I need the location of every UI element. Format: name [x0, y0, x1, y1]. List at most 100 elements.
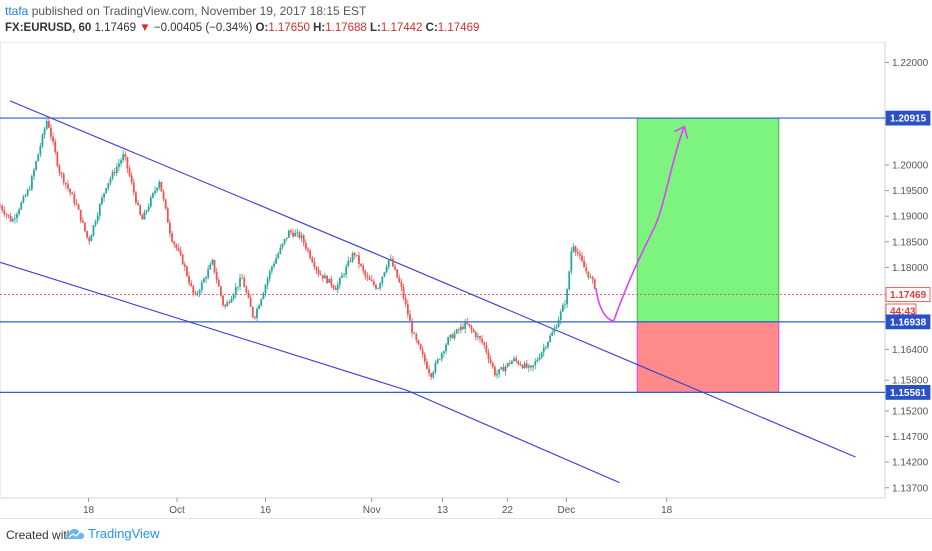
- candle-body: [169, 222, 171, 234]
- candle-body: [570, 251, 573, 272]
- candle-body: [3, 210, 6, 215]
- projection-arrow: [595, 126, 686, 323]
- candle-body: [177, 248, 180, 251]
- candle-body: [379, 283, 382, 289]
- candle-body: [122, 154, 125, 161]
- candle-body: [98, 204, 101, 216]
- candle-body: [436, 359, 439, 364]
- candle-body: [166, 208, 169, 223]
- candle-body: [481, 338, 484, 343]
- candle-body: [317, 269, 320, 275]
- candle-body: [445, 344, 447, 352]
- candle-body: [343, 274, 345, 276]
- candle-body: [398, 277, 401, 283]
- candle-body: [530, 365, 532, 368]
- y-tick-label: 1.19500: [892, 186, 929, 197]
- candle-body: [483, 342, 486, 346]
- candle-body: [60, 172, 63, 174]
- channel-line: [0, 261, 620, 484]
- candle-body: [164, 199, 167, 209]
- candle-body: [107, 182, 110, 189]
- candle-body: [500, 367, 503, 370]
- candle-body: [16, 213, 18, 219]
- candle-body: [162, 191, 165, 200]
- y-tick-label: 1.22000: [892, 58, 929, 69]
- candle-body: [419, 344, 422, 350]
- y-tick-label: 1.14200: [892, 458, 929, 469]
- candle-body: [396, 269, 399, 278]
- candle-body: [109, 178, 112, 183]
- candle-body: [411, 320, 413, 333]
- candle-body: [283, 239, 286, 244]
- brand-name: TradingView: [88, 526, 160, 541]
- candle-body: [328, 278, 331, 283]
- candle-body: [84, 222, 86, 232]
- candle-body: [33, 169, 35, 177]
- stop-zone: [636, 321, 780, 393]
- candle-body: [124, 154, 127, 158]
- tradingview-logo[interactable]: TradingView: [66, 526, 160, 541]
- price-chart[interactable]: 18 Oct 16 Nov 13 22 Dec 18 1.22000 1.20000 1.19500…: [0, 42, 932, 518]
- candle-body: [300, 235, 303, 238]
- candle-body: [421, 349, 424, 355]
- candle-body: [47, 121, 50, 128]
- candle-body: [232, 294, 235, 299]
- candle-body: [430, 373, 433, 378]
- chart-area[interactable]: 18 Oct 16 Nov 13 22 Dec 18 1.22000 1.20000 1.19500…: [0, 42, 932, 518]
- candle-body: [464, 321, 467, 329]
- candle-body: [460, 326, 462, 331]
- candle-body: [504, 366, 507, 372]
- candle-body: [351, 253, 354, 262]
- candle-body: [0, 205, 1, 207]
- candle-body: [434, 363, 437, 373]
- candle-body: [440, 353, 443, 360]
- y-tick-label: 1.15200: [892, 406, 929, 417]
- price-tag: [885, 314, 931, 330]
- candle-body: [292, 232, 295, 237]
- candle-body: [118, 163, 120, 168]
- x-tick-label: Oct: [169, 505, 185, 516]
- author-link[interactable]: ttafa: [5, 4, 29, 18]
- candle-body: [135, 192, 137, 203]
- candle-body: [413, 332, 416, 334]
- candle-body: [538, 357, 541, 360]
- candle-body: [139, 204, 142, 215]
- candle-body: [279, 247, 282, 254]
- candle-body: [296, 232, 299, 234]
- candle-body: [224, 304, 227, 307]
- candle-body: [428, 368, 430, 374]
- candle-body: [154, 190, 156, 194]
- candle-body: [179, 250, 182, 255]
- low-label: L:: [370, 22, 381, 34]
- candle-body: [262, 293, 265, 300]
- candle-body: [559, 311, 562, 320]
- candle-body: [69, 188, 71, 193]
- candle-body: [349, 260, 352, 262]
- candle-body: [156, 187, 159, 191]
- candle-body: [549, 335, 552, 342]
- candle-body: [544, 347, 547, 348]
- channel-line: [9, 100, 856, 458]
- candle-body: [113, 171, 116, 174]
- candle-body: [294, 233, 297, 237]
- cloud-icon: [66, 528, 84, 539]
- candle-body: [260, 299, 263, 306]
- candle-body: [81, 220, 84, 223]
- candle-body: [315, 267, 318, 270]
- candle-body: [527, 365, 530, 368]
- candle-body: [517, 361, 520, 365]
- y-tick-label: 1.20000: [892, 160, 929, 171]
- candle-body: [1, 206, 4, 211]
- candle-body: [241, 277, 244, 279]
- candle-body: [423, 354, 426, 362]
- candle-body: [86, 231, 88, 238]
- candle-body: [5, 214, 8, 215]
- candle-body: [334, 287, 337, 290]
- candle-body: [362, 265, 365, 271]
- candle-body: [226, 302, 229, 307]
- candle-body: [9, 216, 12, 222]
- candle-body: [209, 264, 212, 270]
- candle-body: [534, 361, 537, 366]
- x-tick-label: 16: [260, 505, 272, 516]
- candle-body: [319, 274, 322, 276]
